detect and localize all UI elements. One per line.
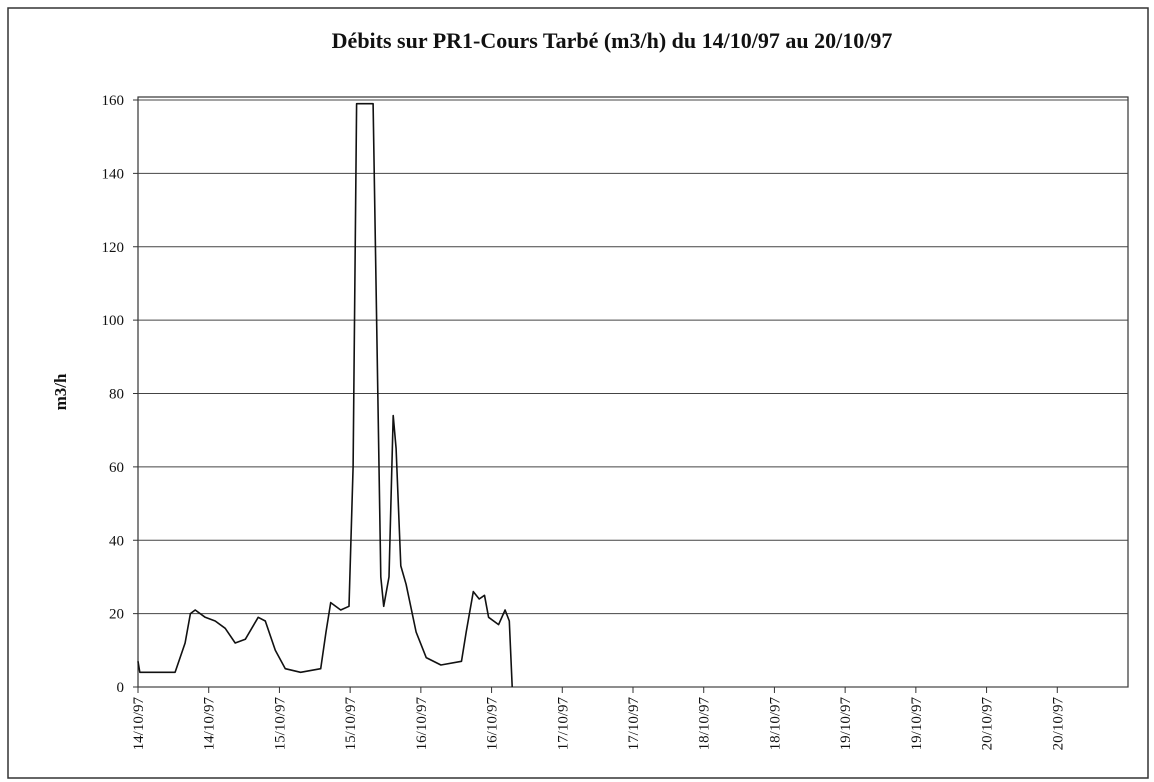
y-tick-label: 120 [102, 240, 125, 256]
plot-area [137, 96, 1129, 688]
x-tick-label: 17/10/97 [626, 697, 642, 751]
x-tick-label: 20/10/97 [1050, 697, 1066, 751]
x-tick-label: 19/10/97 [909, 697, 925, 751]
y-tick-label: 80 [109, 387, 124, 403]
x-tick-label: 17/10/97 [555, 697, 571, 751]
y-tick-label: 60 [109, 460, 124, 476]
data-line [137, 102, 513, 688]
x-tick-label: 16/10/97 [414, 697, 430, 751]
x-tick-label: 20/10/97 [980, 697, 996, 751]
y-axis-label: m3/h [51, 373, 70, 410]
chart-title: Débits sur PR1-Cours Tarbé (m3/h) du 14/… [332, 28, 893, 53]
y-tick-label: 160 [102, 93, 125, 109]
frame [7, 7, 1149, 779]
y-tick-label: 100 [102, 313, 125, 329]
y-tick-label: 40 [109, 533, 124, 549]
x-tick-label: 16/10/97 [485, 697, 501, 751]
x-tick-label: 18/10/97 [767, 697, 783, 751]
x-tick-label: 18/10/97 [697, 697, 713, 751]
x-tick-label: 19/10/97 [838, 697, 854, 751]
x-tick-label: 15/10/97 [343, 697, 359, 751]
y-tick-label: 20 [109, 607, 124, 623]
x-tick-label: 14/10/97 [131, 697, 147, 751]
y-tick-label: 140 [102, 166, 125, 182]
x-tick-label: 14/10/97 [202, 697, 218, 751]
y-tick-label: 0 [117, 680, 125, 696]
x-tick-label: 15/10/97 [272, 697, 288, 751]
